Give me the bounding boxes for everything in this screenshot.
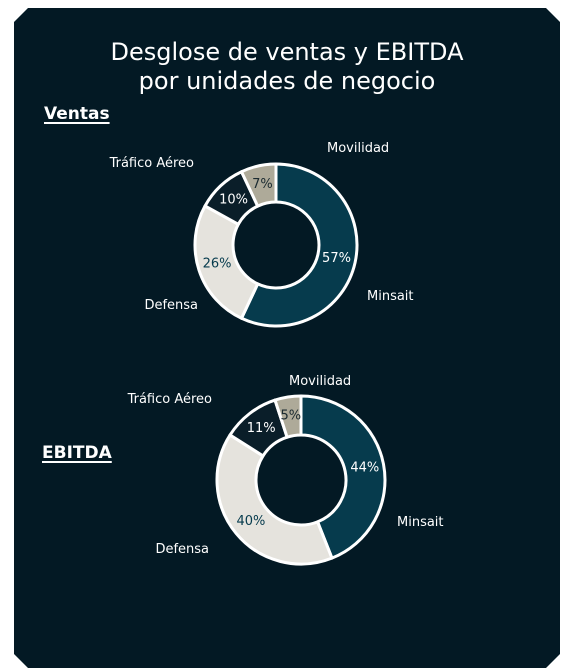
ebitda-value-label-movilidad: 5%: [281, 408, 302, 423]
ventas-slice-movilidad: [240, 162, 278, 208]
ebitda-category-label-trafico-aereo: Tráfico Aéreo: [127, 392, 212, 407]
ventas-slice-minsait: [240, 162, 359, 328]
chart-title: Desglose de ventas y EBITDA por unidades…: [14, 38, 560, 96]
ventas-category-label-minsait: Minsait: [367, 289, 414, 304]
ebitda-slice-minsait: [299, 394, 387, 560]
ventas-category-label-trafico-aereo: Tráfico Aéreo: [109, 156, 194, 171]
ebitda-slice-defensa: [215, 433, 334, 566]
ventas-value-label-defensa: 26%: [203, 257, 232, 272]
ebitda-category-label-movilidad: Movilidad: [289, 374, 351, 389]
ebitda-value-label-minsait: 44%: [350, 460, 379, 475]
title-line-2: por unidades de negocio: [138, 67, 436, 95]
ebitda-category-label-defensa: Defensa: [155, 542, 209, 557]
donut-charts: 57% 26% 10% 7% Minsait Defensa Tráfico Aéreo Mo…: [109, 141, 444, 566]
ebitda-value-label-defensa: 40%: [236, 514, 265, 529]
ventas-category-label-movilidad: Movilidad: [327, 141, 389, 156]
ventas-category-label-defensa: Defensa: [144, 298, 198, 313]
infographic-panel: Desglose de ventas y EBITDA por unidades…: [14, 8, 560, 668]
ventas-section-label: Ventas: [44, 104, 110, 124]
ventas-value-label-minsait: 57%: [322, 251, 351, 266]
ventas-value-label-movilidad: 7%: [252, 177, 273, 192]
title-line-1: Desglose de ventas y EBITDA: [110, 38, 464, 66]
ebitda-value-label-trafico-aereo: 11%: [247, 421, 276, 436]
ebitda-category-label-minsait: Minsait: [397, 515, 444, 530]
ventas-value-label-trafico-aereo: 10%: [219, 192, 248, 207]
ventas-slice-defensa: [193, 204, 260, 320]
ebitda-section-label: EBITDA: [42, 443, 112, 463]
ebitda-slice-movilidad: [273, 394, 303, 439]
